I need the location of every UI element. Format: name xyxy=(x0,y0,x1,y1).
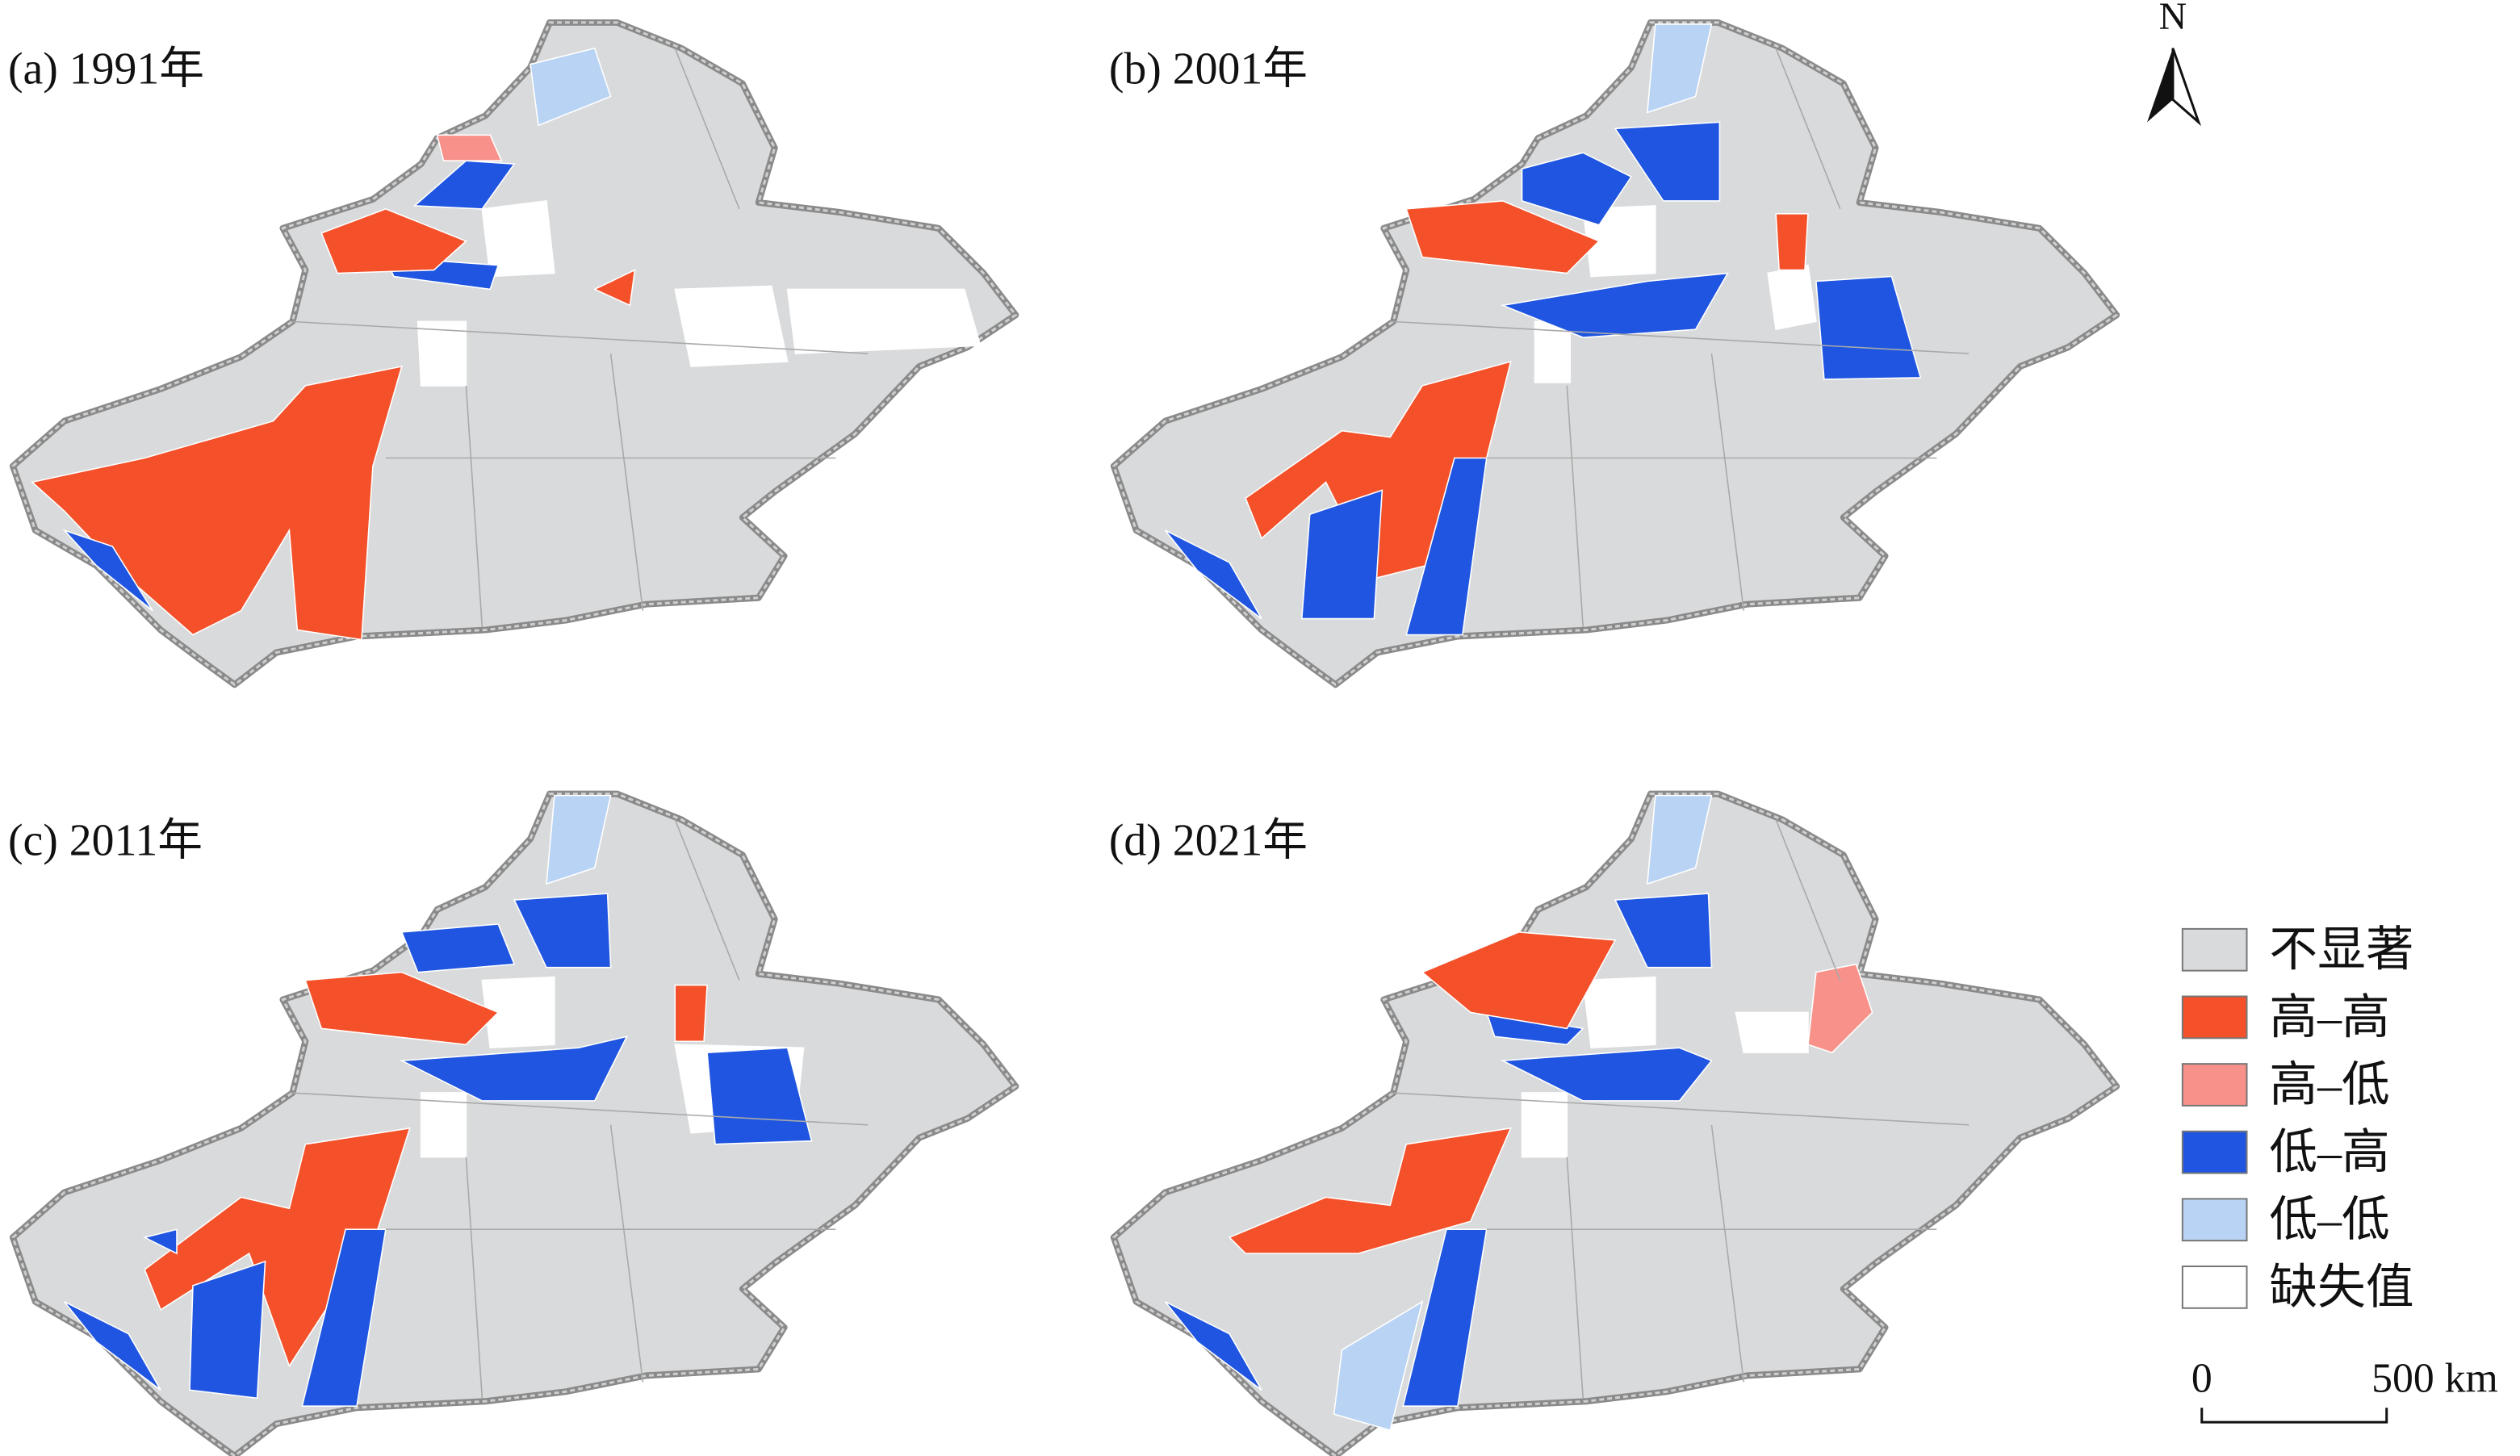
county-boundary xyxy=(289,1092,869,1126)
region xyxy=(320,208,467,274)
legend-label: 低–低 xyxy=(2269,1193,2389,1246)
county-boundary xyxy=(1566,385,1584,627)
region xyxy=(546,794,612,885)
county-boundary xyxy=(1775,48,1841,210)
county-boundary xyxy=(674,819,740,981)
map-panel: (d) 2021年 xyxy=(1109,790,2120,1456)
region xyxy=(674,984,708,1043)
north-label: N xyxy=(2159,0,2187,38)
panel-label: (c) 2011年 xyxy=(8,815,203,865)
region xyxy=(1333,1300,1424,1432)
panels: (a) 1991年 (b) 2001年 (c) 2011年 (d) 2021年 xyxy=(8,19,2120,1456)
county-boundary xyxy=(609,353,644,611)
region xyxy=(399,1036,628,1102)
county-boundary xyxy=(1775,819,1841,981)
county-boundary xyxy=(465,385,483,627)
scale-end: 500 km xyxy=(2371,1355,2498,1401)
region xyxy=(301,1228,387,1408)
region xyxy=(1807,963,1873,1054)
legend-label: 高–低 xyxy=(2269,1058,2389,1111)
region xyxy=(1500,1047,1713,1102)
legend-label: 缺失值 xyxy=(2269,1261,2413,1314)
scale-bar: 0 500 km xyxy=(2191,1355,2498,1424)
region xyxy=(1405,457,1488,636)
map-panel: (a) 1991年 xyxy=(8,19,1019,688)
region xyxy=(1421,931,1617,1030)
region-border xyxy=(1112,793,2119,1456)
region xyxy=(1582,205,1656,278)
region xyxy=(1402,1228,1488,1408)
county-boundary xyxy=(609,1124,644,1383)
scale-start: 0 xyxy=(2191,1355,2212,1401)
region xyxy=(400,923,516,973)
region xyxy=(513,893,612,969)
legend-swatch xyxy=(2181,1198,2248,1242)
region xyxy=(1228,1127,1512,1254)
region xyxy=(481,976,555,1049)
county-boundary xyxy=(1390,320,1970,354)
legend-label: 高–高 xyxy=(2269,990,2389,1044)
region xyxy=(1614,121,1721,202)
county-boundary xyxy=(674,48,740,210)
region xyxy=(436,134,503,161)
arrow-left xyxy=(2147,48,2173,123)
north-arrow: N xyxy=(2147,0,2202,127)
county-boundary xyxy=(1710,1124,1745,1383)
region xyxy=(1164,1301,1262,1391)
legend-swatch xyxy=(2181,995,2248,1040)
region xyxy=(304,971,500,1046)
region xyxy=(1405,200,1601,274)
region xyxy=(1646,794,1713,885)
region xyxy=(1521,152,1633,226)
region xyxy=(530,47,612,127)
county-boundary xyxy=(1390,1092,1970,1126)
county-boundary xyxy=(1566,1157,1584,1399)
region xyxy=(142,1228,178,1255)
region xyxy=(674,285,789,367)
region xyxy=(1815,275,1922,380)
region xyxy=(189,1260,266,1400)
region xyxy=(592,269,636,307)
county-boundary xyxy=(289,320,869,354)
region xyxy=(1735,1011,1809,1053)
legend-swatch xyxy=(2181,1130,2248,1174)
region xyxy=(412,160,516,210)
region xyxy=(786,288,982,354)
region xyxy=(1582,976,1656,1049)
map-panel: (c) 2011年 xyxy=(8,790,1019,1456)
scale-line xyxy=(2200,1408,2388,1424)
region xyxy=(481,200,555,278)
legend-label: 不显著 xyxy=(2269,923,2413,977)
arrow-right xyxy=(2171,48,2202,127)
region xyxy=(62,529,153,612)
region xyxy=(1500,272,1729,338)
county-boundary xyxy=(465,1157,483,1399)
legend-swatch xyxy=(2181,1266,2248,1309)
region xyxy=(1646,23,1713,114)
panel-label: (b) 2001年 xyxy=(1109,44,1308,94)
region-border xyxy=(11,21,1018,687)
region xyxy=(1164,529,1262,620)
county-boundary xyxy=(1710,353,1745,611)
region xyxy=(1614,893,1713,969)
region xyxy=(1775,213,1809,271)
region xyxy=(64,1301,161,1391)
panel-label: (d) 2021年 xyxy=(1109,815,1308,865)
region xyxy=(1300,489,1383,620)
panel-label: (a) 1991年 xyxy=(8,44,204,94)
legend-swatch xyxy=(2181,927,2248,972)
region xyxy=(1767,264,1817,331)
legend-label: 低–高 xyxy=(2269,1126,2389,1179)
legend-swatch xyxy=(2181,1063,2248,1107)
map-panel: (b) 2001年 xyxy=(1109,19,2120,688)
